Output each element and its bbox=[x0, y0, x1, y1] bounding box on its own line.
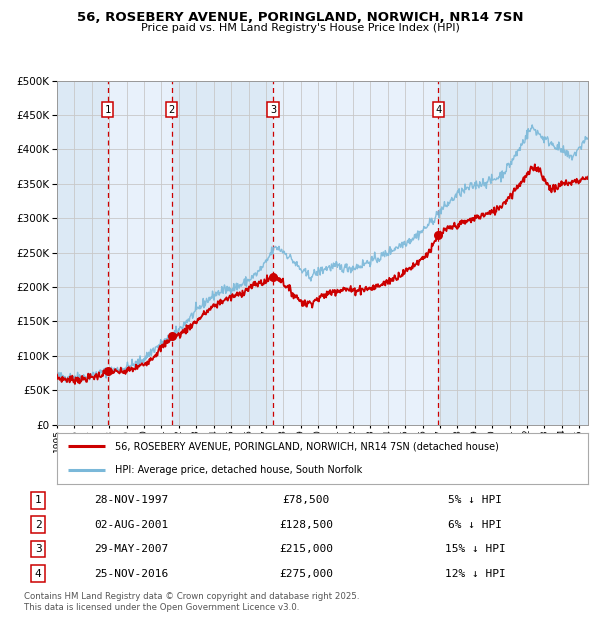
Text: £215,000: £215,000 bbox=[279, 544, 333, 554]
Text: 29-MAY-2007: 29-MAY-2007 bbox=[94, 544, 168, 554]
Text: 2: 2 bbox=[35, 520, 41, 529]
Text: 4: 4 bbox=[35, 569, 41, 578]
Text: 25-NOV-2016: 25-NOV-2016 bbox=[94, 569, 168, 578]
Text: 56, ROSEBERY AVENUE, PORINGLAND, NORWICH, NR14 7SN: 56, ROSEBERY AVENUE, PORINGLAND, NORWICH… bbox=[77, 11, 523, 24]
Text: 56, ROSEBERY AVENUE, PORINGLAND, NORWICH, NR14 7SN (detached house): 56, ROSEBERY AVENUE, PORINGLAND, NORWICH… bbox=[115, 441, 499, 451]
Text: 3: 3 bbox=[270, 105, 276, 115]
Text: Contains HM Land Registry data © Crown copyright and database right 2025.: Contains HM Land Registry data © Crown c… bbox=[24, 592, 359, 601]
Bar bbox=[107, 81, 172, 425]
Text: £275,000: £275,000 bbox=[279, 569, 333, 578]
Text: 15% ↓ HPI: 15% ↓ HPI bbox=[445, 544, 506, 554]
Text: HPI: Average price, detached house, South Norfolk: HPI: Average price, detached house, Sout… bbox=[115, 465, 362, 475]
Text: 28-NOV-1997: 28-NOV-1997 bbox=[94, 495, 168, 505]
Text: 6% ↓ HPI: 6% ↓ HPI bbox=[448, 520, 502, 529]
Text: £128,500: £128,500 bbox=[279, 520, 333, 529]
Text: 2: 2 bbox=[169, 105, 175, 115]
Text: £78,500: £78,500 bbox=[283, 495, 329, 505]
Text: 5% ↓ HPI: 5% ↓ HPI bbox=[448, 495, 502, 505]
Text: 02-AUG-2001: 02-AUG-2001 bbox=[94, 520, 168, 529]
Text: 4: 4 bbox=[436, 105, 442, 115]
Bar bbox=[273, 81, 439, 425]
Text: 3: 3 bbox=[35, 544, 41, 554]
Text: 1: 1 bbox=[35, 495, 41, 505]
Text: This data is licensed under the Open Government Licence v3.0.: This data is licensed under the Open Gov… bbox=[24, 603, 299, 612]
Text: 1: 1 bbox=[104, 105, 111, 115]
Text: Price paid vs. HM Land Registry's House Price Index (HPI): Price paid vs. HM Land Registry's House … bbox=[140, 23, 460, 33]
Text: 12% ↓ HPI: 12% ↓ HPI bbox=[445, 569, 506, 578]
